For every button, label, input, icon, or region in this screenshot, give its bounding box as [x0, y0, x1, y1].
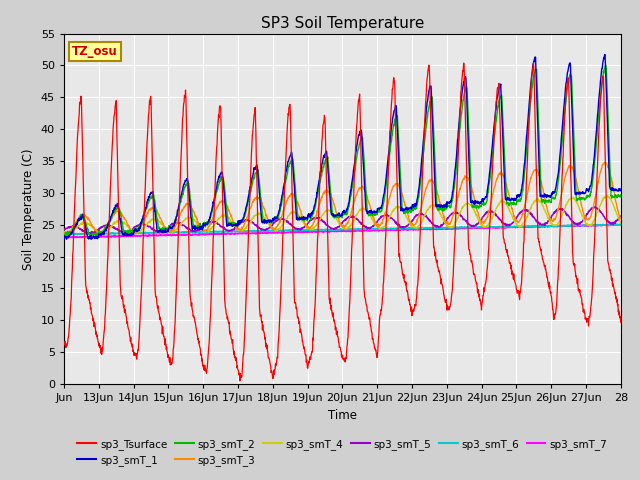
sp3_smT_3 — [474, 209, 482, 215]
sp3_smT_4 — [317, 214, 325, 219]
X-axis label: Time: Time — [328, 408, 357, 421]
sp3_smT_1 — [611, 186, 618, 192]
sp3_smT_3 — [63, 232, 70, 238]
sp3_smT_1 — [148, 190, 156, 195]
sp3_smT_1 — [63, 236, 70, 242]
sp3_smT_6 — [474, 225, 482, 230]
sp3_smT_2 — [328, 201, 335, 207]
sp3_smT_5 — [591, 204, 599, 210]
sp3_smT_7 — [617, 222, 625, 228]
Line: sp3_smT_3: sp3_smT_3 — [64, 163, 621, 235]
sp3_smT_6 — [317, 227, 325, 232]
sp3_smT_7 — [61, 235, 68, 240]
sp3_smT_1 — [474, 201, 482, 206]
sp3_smT_5 — [474, 221, 482, 227]
sp3_Tsurface — [617, 320, 625, 325]
Line: sp3_smT_1: sp3_smT_1 — [64, 55, 621, 239]
sp3_smT_5 — [60, 227, 68, 233]
sp3_smT_5 — [611, 219, 618, 225]
sp3_smT_2 — [556, 169, 563, 175]
sp3_smT_5 — [148, 226, 156, 232]
sp3_smT_3 — [148, 207, 156, 213]
Line: sp3_smT_5: sp3_smT_5 — [64, 207, 621, 233]
sp3_Tsurface — [317, 147, 325, 153]
sp3_smT_5 — [317, 217, 325, 223]
sp3_smT_2 — [474, 204, 481, 210]
sp3_smT_2 — [610, 194, 618, 200]
sp3_smT_3 — [611, 189, 618, 195]
sp3_smT_1 — [556, 157, 563, 163]
sp3_smT_7 — [556, 223, 563, 228]
sp3_smT_6 — [617, 222, 625, 228]
sp3_smT_3 — [556, 201, 563, 207]
sp3_smT_4 — [556, 219, 563, 225]
sp3_smT_6 — [328, 227, 336, 232]
sp3_smT_3 — [601, 160, 609, 166]
Y-axis label: Soil Temperature (C): Soil Temperature (C) — [22, 148, 35, 270]
sp3_smT_7 — [317, 228, 325, 234]
sp3_smT_1 — [328, 211, 336, 217]
sp3_smT_5 — [88, 230, 96, 236]
sp3_Tsurface — [611, 288, 618, 293]
sp3_smT_7 — [612, 221, 620, 227]
sp3_smT_6 — [148, 230, 156, 236]
Line: sp3_Tsurface: sp3_Tsurface — [64, 63, 621, 381]
Legend: sp3_Tsurface, sp3_smT_1, sp3_smT_2, sp3_smT_3, sp3_smT_4, sp3_smT_5, sp3_smT_6, : sp3_Tsurface, sp3_smT_1, sp3_smT_2, sp3_… — [73, 435, 612, 470]
sp3_smT_1 — [60, 236, 68, 242]
Line: sp3_smT_6: sp3_smT_6 — [64, 224, 621, 235]
sp3_Tsurface — [147, 98, 155, 104]
sp3_Tsurface — [236, 378, 244, 384]
sp3_Tsurface — [474, 290, 482, 296]
sp3_smT_6 — [60, 232, 68, 238]
Title: SP3 Soil Temperature: SP3 Soil Temperature — [260, 16, 424, 31]
sp3_smT_2 — [60, 233, 68, 239]
sp3_smT_6 — [556, 223, 563, 229]
sp3_smT_4 — [148, 218, 156, 224]
sp3_smT_7 — [610, 222, 618, 228]
sp3_smT_1 — [617, 187, 625, 192]
sp3_smT_1 — [317, 164, 325, 169]
sp3_smT_4 — [474, 216, 482, 221]
sp3_smT_4 — [617, 220, 625, 226]
sp3_smT_7 — [474, 225, 482, 231]
Line: sp3_smT_7: sp3_smT_7 — [64, 224, 621, 238]
sp3_smT_7 — [60, 234, 68, 240]
Line: sp3_smT_2: sp3_smT_2 — [64, 65, 621, 236]
sp3_Tsurface — [60, 339, 68, 345]
sp3_smT_6 — [609, 221, 616, 227]
sp3_smT_1 — [601, 52, 609, 58]
Line: sp3_smT_4: sp3_smT_4 — [64, 195, 621, 234]
sp3_smT_4 — [64, 231, 72, 237]
sp3_smT_4 — [611, 204, 618, 210]
sp3_smT_3 — [317, 194, 325, 200]
sp3_Tsurface — [529, 60, 537, 66]
sp3_smT_3 — [60, 230, 68, 236]
sp3_smT_2 — [617, 192, 625, 198]
sp3_Tsurface — [556, 232, 564, 238]
Text: TZ_osu: TZ_osu — [72, 45, 118, 58]
sp3_smT_5 — [617, 213, 625, 219]
sp3_smT_2 — [602, 62, 609, 68]
sp3_Tsurface — [328, 310, 336, 316]
sp3_smT_2 — [147, 196, 155, 202]
sp3_smT_5 — [556, 206, 563, 212]
sp3_smT_5 — [328, 226, 336, 231]
sp3_smT_2 — [317, 171, 325, 177]
sp3_smT_4 — [603, 192, 611, 198]
sp3_smT_6 — [611, 222, 618, 228]
sp3_smT_6 — [70, 232, 77, 238]
sp3_smT_4 — [328, 209, 336, 215]
sp3_smT_7 — [148, 232, 156, 238]
sp3_smT_3 — [328, 195, 336, 201]
sp3_smT_3 — [617, 216, 625, 222]
sp3_smT_7 — [328, 228, 336, 234]
sp3_smT_4 — [60, 229, 68, 235]
